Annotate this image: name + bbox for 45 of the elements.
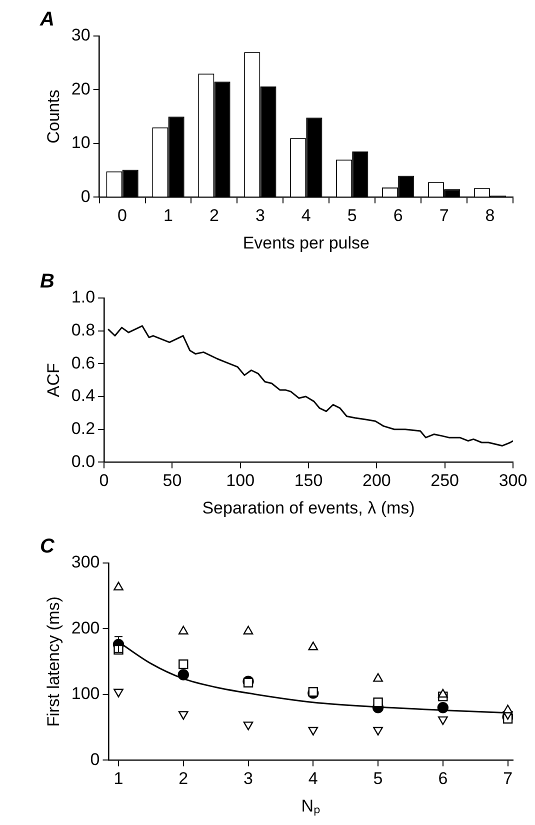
y-tick-label: 300 xyxy=(71,552,100,572)
x-tick-label: 4 xyxy=(301,206,311,226)
x-tick-label: 100 xyxy=(226,471,255,490)
y-tick-label: 1.0 xyxy=(71,288,96,307)
x-tick-label: 7 xyxy=(503,769,513,788)
x-axis-title: Nₚ xyxy=(301,796,321,816)
x-tick-label: 300 xyxy=(498,471,528,490)
y-tick-label: 0.4 xyxy=(71,386,96,406)
x-tick-label: 150 xyxy=(294,471,323,490)
y-tick-label: 20 xyxy=(71,79,90,98)
y-tick-label: 0 xyxy=(80,186,90,206)
y-tick-label: 0.8 xyxy=(71,320,96,340)
x-tick-label: 3 xyxy=(255,206,265,226)
x-tick-label: 2 xyxy=(209,206,219,226)
x-tick-label: 0 xyxy=(118,206,128,226)
y-axis-title: Counts xyxy=(44,90,63,144)
x-axis-title: Separation of events, λ (ms) xyxy=(202,498,415,518)
y-axis-title: ACF xyxy=(44,363,63,398)
x-tick-label: 5 xyxy=(373,769,383,788)
y-tick-label: 0.2 xyxy=(71,419,96,438)
x-tick-label: 1 xyxy=(164,206,173,226)
y-tick-label: 0.0 xyxy=(71,452,96,471)
chart-title: B xyxy=(40,270,54,293)
y-tick-label: 10 xyxy=(71,133,90,152)
x-axis-title: Events per pulse xyxy=(242,233,370,252)
x-tick-label: 4 xyxy=(308,769,318,788)
chart-title: C xyxy=(40,536,55,558)
y-tick-label: 30 xyxy=(71,26,90,45)
y-tick-label: 0.6 xyxy=(71,353,96,372)
y-tick-label: 0 xyxy=(90,750,100,769)
x-tick-label: 6 xyxy=(393,206,403,226)
x-tick-label: 7 xyxy=(439,206,449,226)
chart-title: A xyxy=(39,8,54,31)
x-tick-label: 200 xyxy=(362,471,391,490)
x-tick-label: 1 xyxy=(114,769,124,788)
x-tick-label: 2 xyxy=(178,769,188,788)
x-tick-label: 250 xyxy=(430,471,460,490)
y-axis-title: First latency (ms) xyxy=(44,596,63,727)
x-tick-label: 50 xyxy=(162,471,182,490)
x-tick-label: 3 xyxy=(244,769,253,788)
y-tick-label: 200 xyxy=(71,618,100,638)
y-tick-label: 100 xyxy=(71,684,100,704)
x-tick-label: 6 xyxy=(438,769,448,788)
x-tick-label: 5 xyxy=(347,206,357,226)
x-tick-label: 8 xyxy=(485,206,495,226)
